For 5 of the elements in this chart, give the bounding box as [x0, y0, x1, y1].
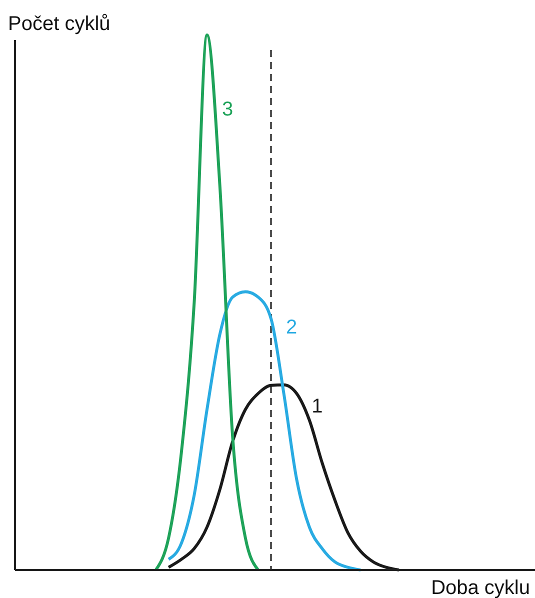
y-axis-title: Počet cyklů	[8, 13, 110, 35]
series-label: 3	[222, 98, 234, 120]
series-label: 1	[312, 396, 323, 418]
x-axis-title: Doba cyklu	[431, 577, 530, 598]
series-label: 2	[286, 316, 298, 339]
